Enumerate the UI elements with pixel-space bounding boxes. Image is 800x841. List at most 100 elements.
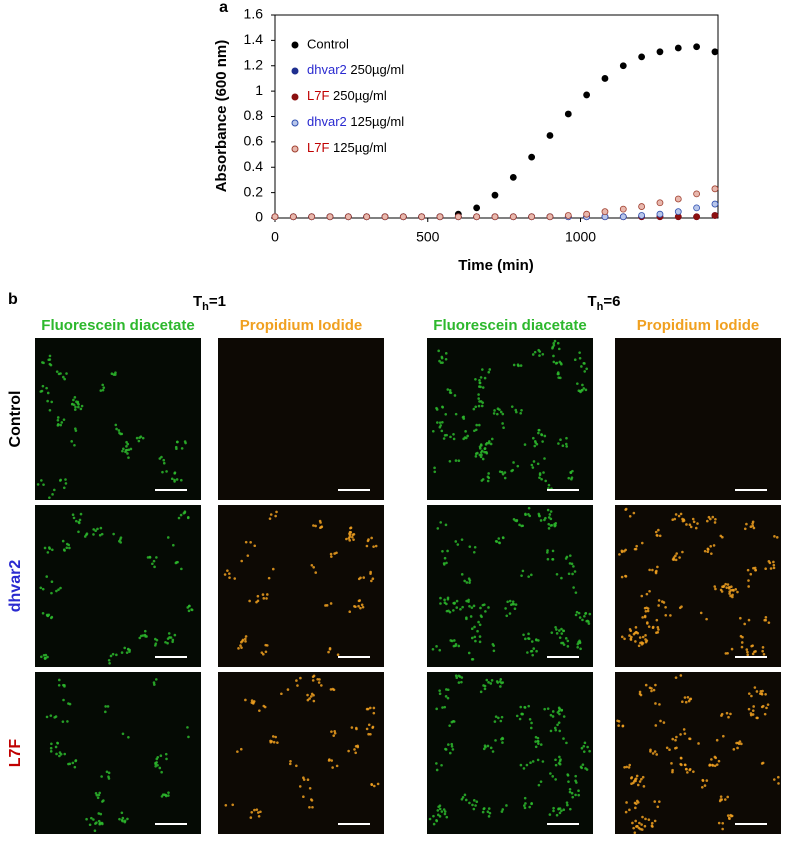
cell bbox=[446, 696, 450, 700]
cell bbox=[501, 741, 504, 744]
cell bbox=[536, 758, 540, 762]
cell bbox=[55, 589, 58, 593]
cell bbox=[553, 339, 557, 343]
cell bbox=[373, 784, 376, 788]
cell bbox=[637, 644, 641, 648]
cell bbox=[126, 442, 130, 446]
cell bbox=[568, 787, 572, 791]
cell bbox=[118, 539, 121, 543]
cell bbox=[437, 349, 440, 353]
cell bbox=[306, 693, 309, 697]
cell bbox=[306, 778, 310, 781]
cell bbox=[186, 516, 190, 520]
cell bbox=[688, 767, 692, 771]
cell bbox=[585, 619, 588, 623]
cell bbox=[719, 798, 723, 801]
cell bbox=[765, 706, 768, 710]
cell bbox=[754, 568, 757, 572]
cell bbox=[480, 404, 484, 408]
cell bbox=[43, 657, 47, 660]
cell bbox=[43, 546, 47, 550]
cell bbox=[472, 799, 476, 802]
legend-marker bbox=[291, 119, 299, 127]
cell bbox=[709, 544, 713, 548]
cell bbox=[474, 428, 478, 432]
cell bbox=[688, 737, 691, 740]
cell bbox=[48, 496, 51, 499]
cell bbox=[42, 361, 45, 365]
point bbox=[564, 212, 572, 219]
cell bbox=[583, 362, 586, 365]
cell bbox=[483, 744, 487, 747]
cell bbox=[486, 810, 490, 814]
cell bbox=[730, 814, 734, 818]
cell bbox=[579, 390, 582, 394]
cell bbox=[764, 693, 767, 696]
cell bbox=[671, 737, 675, 741]
cell bbox=[237, 647, 240, 650]
cell bbox=[634, 802, 638, 806]
cell bbox=[446, 688, 450, 692]
legend-label: dhvar2 125µg/ml bbox=[307, 114, 404, 129]
cell bbox=[679, 762, 682, 766]
cell bbox=[496, 412, 499, 416]
cell bbox=[527, 575, 530, 578]
cell bbox=[453, 602, 456, 605]
cell bbox=[360, 603, 364, 607]
cell bbox=[721, 535, 724, 539]
cell bbox=[648, 686, 652, 690]
cell bbox=[271, 567, 275, 571]
cell bbox=[656, 630, 660, 634]
cell bbox=[536, 462, 540, 466]
cell bbox=[583, 741, 587, 745]
cell bbox=[473, 625, 476, 629]
cell bbox=[474, 405, 478, 409]
cell bbox=[523, 443, 527, 446]
cell bbox=[543, 518, 546, 522]
cell bbox=[478, 381, 482, 385]
cell bbox=[768, 561, 772, 565]
cell bbox=[262, 597, 266, 600]
cell bbox=[348, 539, 352, 542]
cell bbox=[474, 804, 477, 807]
cell bbox=[675, 746, 678, 750]
cell bbox=[756, 716, 759, 720]
point bbox=[674, 44, 682, 52]
cell bbox=[638, 690, 642, 694]
cell bbox=[48, 408, 52, 412]
cell bbox=[762, 652, 766, 656]
cell bbox=[531, 653, 534, 657]
cell bbox=[556, 371, 560, 374]
cell bbox=[469, 615, 473, 618]
cell bbox=[465, 581, 469, 584]
cell bbox=[520, 408, 523, 412]
x-tick-label: 500 bbox=[416, 229, 440, 245]
cell bbox=[576, 642, 580, 646]
cell bbox=[468, 579, 472, 582]
cell bbox=[177, 516, 181, 520]
cell bbox=[438, 692, 442, 695]
cell bbox=[276, 741, 279, 744]
cell bbox=[442, 562, 446, 565]
cell bbox=[568, 562, 572, 565]
cell bbox=[491, 642, 495, 646]
cell bbox=[85, 817, 88, 821]
cell bbox=[100, 532, 104, 536]
cell bbox=[473, 635, 477, 639]
cell bbox=[329, 552, 333, 556]
cell bbox=[674, 554, 677, 558]
cell bbox=[151, 562, 154, 566]
cell bbox=[288, 762, 292, 766]
cell bbox=[529, 726, 533, 730]
cell bbox=[83, 535, 87, 538]
cell bbox=[636, 783, 640, 787]
cell bbox=[327, 650, 330, 654]
cell bbox=[160, 455, 163, 459]
cell bbox=[272, 740, 276, 744]
cell bbox=[333, 731, 337, 735]
cell bbox=[552, 806, 555, 810]
cell bbox=[678, 606, 682, 610]
cell bbox=[110, 372, 114, 375]
cell bbox=[730, 647, 734, 651]
stain-label: Fluorescein diacetate bbox=[433, 317, 586, 334]
